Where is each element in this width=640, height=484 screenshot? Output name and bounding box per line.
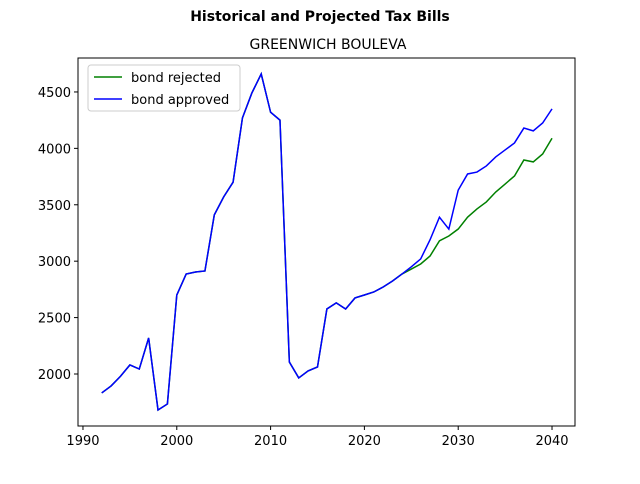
- y-tick-label: 4000: [38, 142, 71, 157]
- series-line: [101, 71, 553, 412]
- x-tick-label: 2020: [348, 434, 381, 449]
- x-tick-label: 2010: [254, 434, 287, 449]
- y-tick-label: 2500: [38, 312, 71, 327]
- plot-frame: [77, 57, 576, 427]
- x-tick-label: 2040: [535, 434, 568, 449]
- x-tick-label: 2030: [442, 434, 475, 449]
- y-tick-label: 3500: [38, 199, 71, 214]
- y-tick-label: 3000: [38, 255, 71, 270]
- legend-box: [87, 64, 241, 112]
- y-tick-label: 2000: [38, 368, 71, 383]
- x-tick-label: 1990: [66, 434, 99, 449]
- chart-subtitle: GREENWICH BOULEVA: [250, 37, 407, 53]
- y-tick-label: 4500: [38, 86, 71, 101]
- legend-label: bond rejected: [131, 71, 221, 86]
- x-tick-label: 2000: [160, 434, 193, 449]
- chart-title: Historical and Projected Tax Bills: [190, 9, 450, 25]
- legend-label: bond approved: [131, 93, 229, 108]
